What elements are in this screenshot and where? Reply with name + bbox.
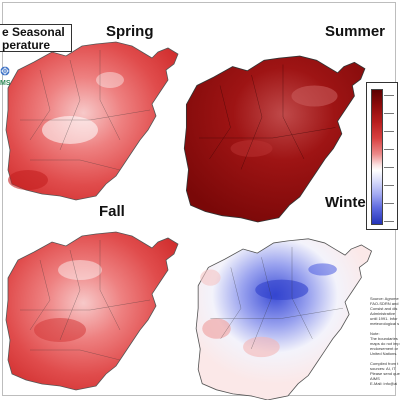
notes-line: The boundaries: [370, 336, 398, 341]
notes-line: FAO-SDRN and: [370, 301, 399, 306]
legend-tick: [384, 131, 394, 132]
winter-map: [195, 238, 373, 400]
notes-line: AIMS: [370, 376, 380, 381]
color-legend: [366, 82, 398, 230]
notes-line: Compiled from t: [370, 361, 399, 366]
fall-map: [5, 231, 179, 391]
title-line-1: e Seasonal: [2, 25, 65, 39]
legend-color-bar: [371, 89, 383, 225]
legend-tick: [384, 185, 394, 186]
legend-tick: [384, 167, 394, 168]
legend-tick: [384, 113, 394, 114]
panel-label-winter: Winter: [325, 194, 372, 211]
notes-line: endorsement or: [370, 346, 399, 351]
panel-label-fall: Fall: [99, 203, 125, 220]
un-emblem-icon: [0, 66, 10, 76]
map-title: e Seasonal perature: [0, 24, 72, 52]
panel-label-spring: Spring: [106, 23, 154, 40]
spring-map: [5, 41, 179, 201]
source-notes: Source: Agrome FAO-SDRN and Consist and di…: [370, 296, 400, 386]
legend-tick: [384, 149, 394, 150]
title-line-2: perature: [2, 38, 51, 52]
notes-line: meteorological s: [370, 321, 400, 326]
notes-line: Consist and dis: [370, 306, 398, 311]
legend-tick: [384, 221, 394, 222]
notes-line: Please send que: [370, 371, 400, 376]
notes-line: sources: AI, IT: [370, 366, 396, 371]
notes-line: Source: Agrome: [370, 296, 399, 301]
panel-label-summer: Summer: [325, 23, 386, 40]
notes-line: maps do not imp: [370, 341, 400, 346]
notes-line: until 1991. Infor: [370, 316, 398, 321]
notes-line: E-Mail: info@ai: [370, 381, 398, 386]
notes-line: Administrative: [370, 311, 396, 316]
legend-tick: [384, 203, 394, 204]
notes-line: Note:: [370, 331, 380, 336]
logo-text: MS: [0, 80, 11, 87]
summer-map: [183, 55, 366, 223]
notes-line: United Nations.: [370, 351, 398, 356]
legend-tick: [384, 95, 394, 96]
